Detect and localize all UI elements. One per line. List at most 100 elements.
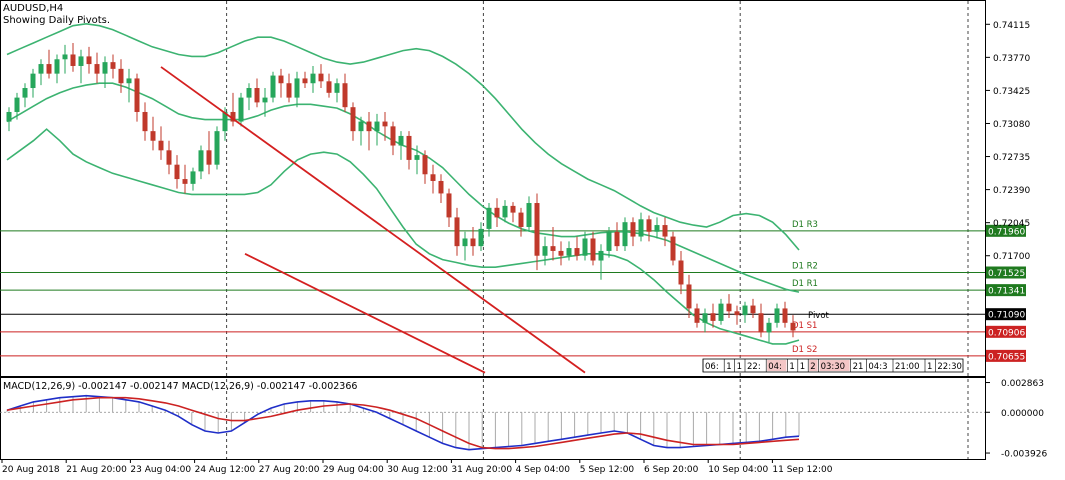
time-tick-label: 29 Aug 04:00 <box>323 465 384 475</box>
bear-candle <box>550 246 556 251</box>
session-label: 03:30 <box>821 362 846 372</box>
bear-candle <box>94 64 100 74</box>
session-label: 1 <box>927 362 932 372</box>
symbol-title: AUDUSD,H4 <box>3 3 63 14</box>
session-label: 21 <box>853 362 864 372</box>
bear-candle <box>630 222 636 237</box>
bear-candle <box>166 150 172 165</box>
price-tick-label: 0.74115 <box>993 21 1030 31</box>
bull-candle <box>222 111 228 132</box>
bull-candle <box>38 64 44 74</box>
bull-candle <box>414 155 420 160</box>
macd-title: MACD(12,26,9) -0.002147 -0.002147 MACD(1… <box>3 381 357 392</box>
macd-main-line <box>6 394 800 451</box>
pivot-level-label: D1 R1 <box>792 279 818 289</box>
bear-candle <box>230 111 236 122</box>
bull-candle <box>702 313 708 323</box>
bull-candle <box>582 238 588 256</box>
bull-candle <box>598 250 604 261</box>
time-tick-label: 11 Sep 12:00 <box>772 465 832 475</box>
bull-candle <box>566 248 572 256</box>
bull-candle <box>62 54 68 60</box>
bear-candle <box>366 121 372 132</box>
bear-candle <box>430 174 436 181</box>
time-tick-label: 20 Aug 2018 <box>2 465 60 475</box>
bear-candle <box>118 68 124 84</box>
upper-trendline[interactable] <box>160 66 586 374</box>
bull-candle <box>246 88 252 98</box>
bear-candle <box>454 217 460 247</box>
bear-candle <box>558 250 564 256</box>
bear-candle <box>70 54 76 66</box>
price-tick-label: 0.72045 <box>993 219 1030 229</box>
bull-candle <box>606 231 612 251</box>
session-label: 22: <box>747 362 761 372</box>
bull-candle <box>718 303 724 321</box>
price-tag-label: 0.71341 <box>988 287 1025 297</box>
bear-candle <box>150 131 156 141</box>
macd-tick-label: 0.002863 <box>1001 379 1044 389</box>
bear-candle <box>614 231 620 247</box>
bull-candle <box>30 73 36 89</box>
price-tag <box>986 284 1026 297</box>
indicator-note: Showing Daily Pivots. <box>3 15 110 26</box>
bear-candle <box>470 238 476 247</box>
time-tick-label: 6 Sep 20:00 <box>644 465 699 475</box>
price-tick-label: 0.72390 <box>993 186 1030 196</box>
bear-candle <box>86 56 92 65</box>
bull-candle <box>374 121 380 132</box>
bollinger-lower-line <box>6 128 800 345</box>
bear-candle <box>278 75 284 84</box>
bear-candle <box>406 135 412 160</box>
session-label: 04: <box>768 362 782 372</box>
bull-candle <box>14 97 20 112</box>
bear-candle <box>110 62 116 69</box>
time-tick-label: 5 Sep 12:00 <box>580 465 635 475</box>
bear-candle <box>574 248 580 256</box>
price-tick-label: 0.71700 <box>993 252 1030 262</box>
time-tick-label: 27 Aug 20:00 <box>259 465 320 475</box>
bull-candle <box>198 150 204 172</box>
bear-candle <box>790 322 796 331</box>
bull-candle <box>22 88 28 98</box>
session-label: 1 <box>726 362 731 372</box>
bull-candle <box>190 171 196 184</box>
bear-candle <box>694 308 700 323</box>
price-tag <box>986 224 1026 237</box>
pivot-level-label: Pivot <box>808 311 830 321</box>
price-pane-frame <box>0 0 986 377</box>
price-tag-label: 0.70655 <box>988 352 1025 362</box>
session-highlight <box>819 360 850 371</box>
session-label: 21:00 <box>895 362 920 372</box>
bear-candle <box>758 313 764 333</box>
pivot-level-label: D1 S1 <box>792 321 817 331</box>
bear-candle <box>342 83 348 108</box>
bull-candle <box>526 203 532 227</box>
bollinger-upper-line <box>6 22 800 251</box>
bear-candle <box>590 238 596 261</box>
session-highlight <box>809 360 818 371</box>
macd-indicator <box>0 394 985 451</box>
bear-candle <box>134 78 140 112</box>
bull-candle <box>334 83 340 93</box>
bull-candle <box>766 322 772 333</box>
bull-candle <box>102 62 108 74</box>
bull-candle <box>542 246 548 256</box>
bear-candle <box>318 73 324 82</box>
price-tag <box>986 349 1026 362</box>
pivot-level-label: D1 R2 <box>792 262 818 272</box>
bull-candle <box>6 111 12 122</box>
bear-candle <box>662 225 668 237</box>
session-label: 1 <box>737 362 742 372</box>
time-tick-label: 24 Aug 12:00 <box>195 465 256 475</box>
bull-candle <box>270 75 276 98</box>
bear-candle <box>510 205 516 213</box>
pivot-level-label: D1 S2 <box>792 345 817 355</box>
session-label: 1 <box>800 362 805 372</box>
bull-candle <box>502 205 508 218</box>
bull-candle <box>478 228 484 247</box>
lower-trendline[interactable] <box>244 253 486 374</box>
bear-candle <box>726 303 732 312</box>
